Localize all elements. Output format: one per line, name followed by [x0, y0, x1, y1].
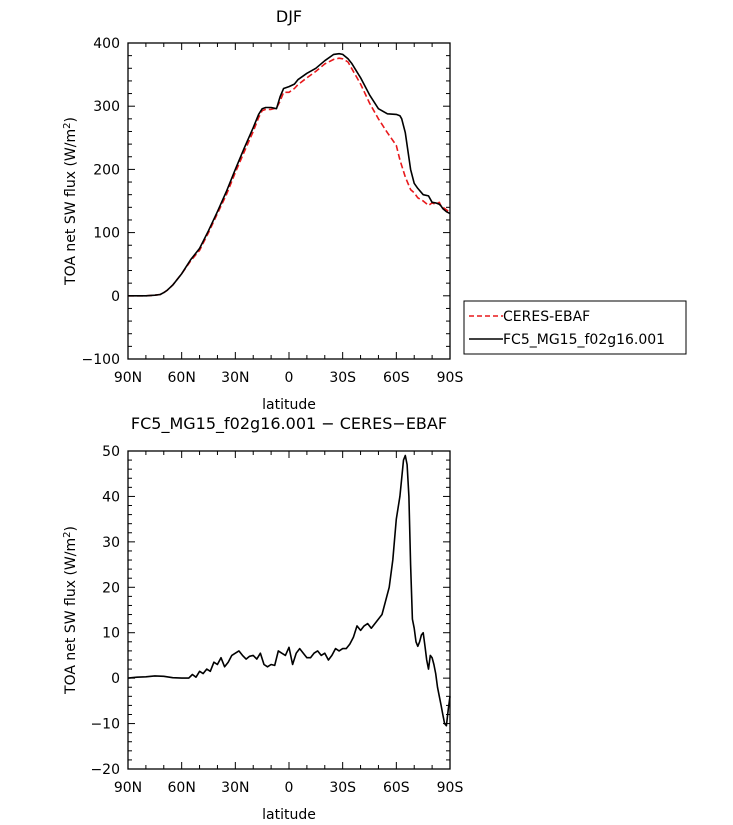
- bottom-panel: FC5_MG15_f02g16.001 − CERES−EBAF 90N 60N 3…: [62, 414, 463, 823]
- top-series-group: [128, 52, 451, 297]
- top-y-axis-label-close: ): [63, 117, 79, 122]
- bottom-plot-frame: [127, 450, 451, 770]
- top-y-axis-label-main: TOA net SW flux (W/m: [63, 129, 79, 286]
- top-panel: DJF 90N 60N 30N 0 30S 60S 90S −100 0 100 200 300 400…: [62, 7, 687, 413]
- legend-label-ceres: CERES-EBAF: [503, 309, 590, 325]
- bottom-series-group: [127, 454, 451, 727]
- top-ticks: [127, 42, 451, 360]
- bottom-ticks: [127, 450, 451, 770]
- top-tick-labels: 90N 60N 30N 0 30S 60S 90S −100 0 100 200 300 400: [82, 36, 464, 386]
- y-tick-label: 30: [102, 535, 120, 551]
- y-tick-label: 0: [111, 289, 120, 305]
- x-tick-label: 30S: [329, 370, 356, 386]
- top-x-axis-label: latitude: [262, 397, 316, 413]
- bottom-y-axis-label-main: TOA net SW flux (W/m: [63, 538, 79, 695]
- x-tick-label: 30N: [221, 370, 249, 386]
- x-tick-label: 60N: [168, 370, 196, 386]
- y-tick-label: 200: [93, 162, 120, 178]
- top-chart-title: DJF: [276, 7, 302, 26]
- bottom-y-axis-label: TOA net SW flux (W/m2): [62, 526, 79, 695]
- x-tick-label: 90N: [114, 780, 142, 796]
- legend-box: [463, 300, 687, 355]
- x-tick-label: 0: [285, 370, 294, 386]
- x-tick-label: 90S: [437, 780, 464, 796]
- top-y-axis-label: TOA net SW flux (W/m2): [62, 117, 79, 286]
- bottom-y-axis-label-sup: 2: [62, 532, 73, 538]
- bottom-tick-labels: 90N 60N 30N 0 30S 60S 90S −20 −10 0 10 20 30 40 50: [90, 444, 463, 796]
- x-tick-label: 60N: [168, 780, 196, 796]
- y-tick-label: 0: [111, 671, 120, 687]
- top-series-line-fc5-mg15-f02g16-001: [128, 52, 451, 297]
- x-tick-label: 0: [285, 780, 294, 796]
- bottom-chart-title: FC5_MG15_f02g16.001 − CERES−EBAF: [131, 414, 447, 434]
- x-tick-label: 60S: [383, 370, 410, 386]
- legend-label-model: FC5_MG15_f02g16.001: [503, 332, 665, 348]
- bottom-series-line-difference: [127, 454, 451, 727]
- x-tick-label: 90N: [114, 370, 142, 386]
- y-tick-label: 40: [102, 489, 120, 505]
- top-legend: CERES-EBAF FC5_MG15_f02g16.001: [463, 300, 687, 355]
- bottom-x-axis-label: latitude: [262, 807, 316, 823]
- top-series-line-ceres-ebaf: [128, 57, 451, 297]
- bottom-y-axis-label-close: ): [63, 526, 79, 531]
- x-tick-label: 60S: [383, 780, 410, 796]
- y-tick-label: −100: [82, 352, 120, 368]
- y-tick-label: −10: [90, 717, 120, 733]
- y-tick-label: 50: [102, 444, 120, 460]
- y-tick-label: 10: [102, 626, 120, 642]
- top-plot-frame: [127, 42, 451, 360]
- y-tick-label: 100: [93, 226, 120, 242]
- y-tick-label: 20: [102, 580, 120, 596]
- x-tick-label: 30S: [329, 780, 356, 796]
- x-tick-label: 30N: [221, 780, 249, 796]
- y-tick-label: 400: [93, 36, 120, 52]
- x-tick-label: 90S: [437, 370, 464, 386]
- top-y-axis-label-sup: 2: [62, 123, 73, 129]
- y-tick-label: −20: [90, 762, 120, 778]
- y-tick-label: 300: [93, 99, 120, 115]
